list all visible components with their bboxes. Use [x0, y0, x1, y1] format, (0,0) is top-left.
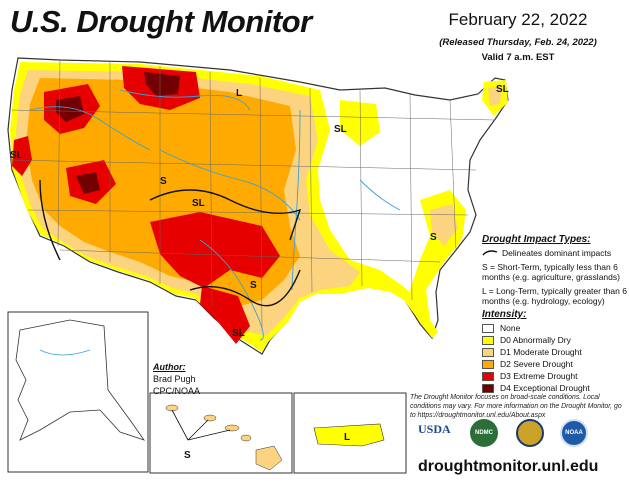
swatch-d1	[482, 347, 494, 357]
legend-none: None	[482, 322, 520, 334]
map-label-sl-ca: SL	[10, 150, 23, 161]
d3-region-tx	[200, 286, 250, 344]
map-label-s-hi: S	[184, 450, 191, 461]
intensity-heading: Intensity:	[482, 309, 527, 320]
map-date: February 22, 2022	[448, 10, 588, 29]
author-org: CPC/NOAA	[153, 386, 201, 396]
d3-region-sw	[150, 212, 280, 288]
impact-lines	[39, 179, 302, 307]
delineation-line-icon	[482, 250, 498, 256]
map-label-l-pr: L	[344, 432, 350, 443]
d3-region-ca	[12, 136, 32, 176]
d0-region-mi	[340, 100, 380, 146]
d4-region-nv	[76, 172, 100, 194]
swatch-none	[482, 323, 494, 333]
valid-time: Valid 7 a.m. EST	[481, 52, 555, 63]
d4-region-nw	[56, 96, 84, 122]
swatch-d4	[482, 383, 494, 393]
map-label-sl-ne: SL	[496, 84, 509, 95]
legend-label: None	[500, 323, 521, 333]
noaa-logo: NOAA	[560, 419, 588, 447]
puerto-rico-shape	[313, 423, 385, 447]
map-label-s-tx: S	[250, 280, 257, 291]
alaska-river	[39, 349, 91, 356]
state-boundaries	[9, 59, 496, 331]
swatch-d3	[482, 371, 494, 381]
legend-label: D2 Severe Drought	[500, 359, 573, 369]
release-date: (Released Thursday, Feb. 24, 2022)	[439, 37, 597, 48]
d4-region-north	[144, 72, 180, 96]
map-label-sl-plains: SL	[192, 198, 205, 209]
impact-types-heading: Drought Impact Types:	[482, 234, 591, 245]
site-url[interactable]: droughtmonitor.unl.edu	[418, 458, 599, 475]
usda-logo: USDA	[418, 422, 451, 436]
author-name: Brad Pugh	[153, 374, 196, 384]
noaa-logo-text: NOAA	[565, 430, 583, 436]
short-term-legend: S = Short-Term, typically less than 6 mo…	[482, 262, 620, 282]
legend-label: D1 Moderate Drought	[500, 347, 582, 357]
disclaimer-note: The Drought Monitor focuses on broad-sca…	[410, 394, 622, 419]
author-heading: Author:	[153, 362, 186, 372]
page-title: U.S. Drought Monitor	[10, 4, 312, 39]
d1-region-ne	[488, 86, 502, 106]
map-label-sl-mw: SL	[334, 124, 347, 135]
commerce-seal-icon	[516, 419, 544, 447]
legend-label: D3 Extreme Drought	[500, 371, 578, 381]
swatch-d0	[482, 335, 494, 345]
legend-label: D4 Exceptional Drought	[500, 383, 590, 393]
alaska-shape	[15, 319, 146, 441]
map-label-s-west: S	[160, 176, 167, 187]
legend-label: D0 Abnormally Dry	[500, 335, 571, 345]
swatch-d2	[482, 359, 494, 369]
ndmc-logo: NDMC	[470, 419, 498, 447]
legend-d4: D4 Exceptional Drought	[482, 382, 590, 394]
delineates-text: Delineates dominant impacts	[502, 248, 612, 258]
delineates-legend: Delineates dominant impacts	[482, 248, 627, 258]
legend-d0: D0 Abnormally Dry	[482, 334, 571, 346]
legend-d1: D1 Moderate Drought	[482, 346, 582, 358]
hawaii-islands	[165, 404, 283, 471]
map-label-l-north: L	[236, 88, 242, 99]
legend-d2: D2 Severe Drought	[482, 358, 573, 370]
map-label-sl-tx: SL	[232, 328, 245, 339]
hawaii-pointers	[171, 409, 231, 441]
map-label-s-se: S	[430, 232, 437, 243]
long-term-legend: L = Long-Term, typically greater than 6 …	[482, 286, 627, 306]
ndmc-logo-text: NDMC	[475, 430, 493, 436]
legend-d3: D3 Extreme Drought	[482, 370, 577, 382]
